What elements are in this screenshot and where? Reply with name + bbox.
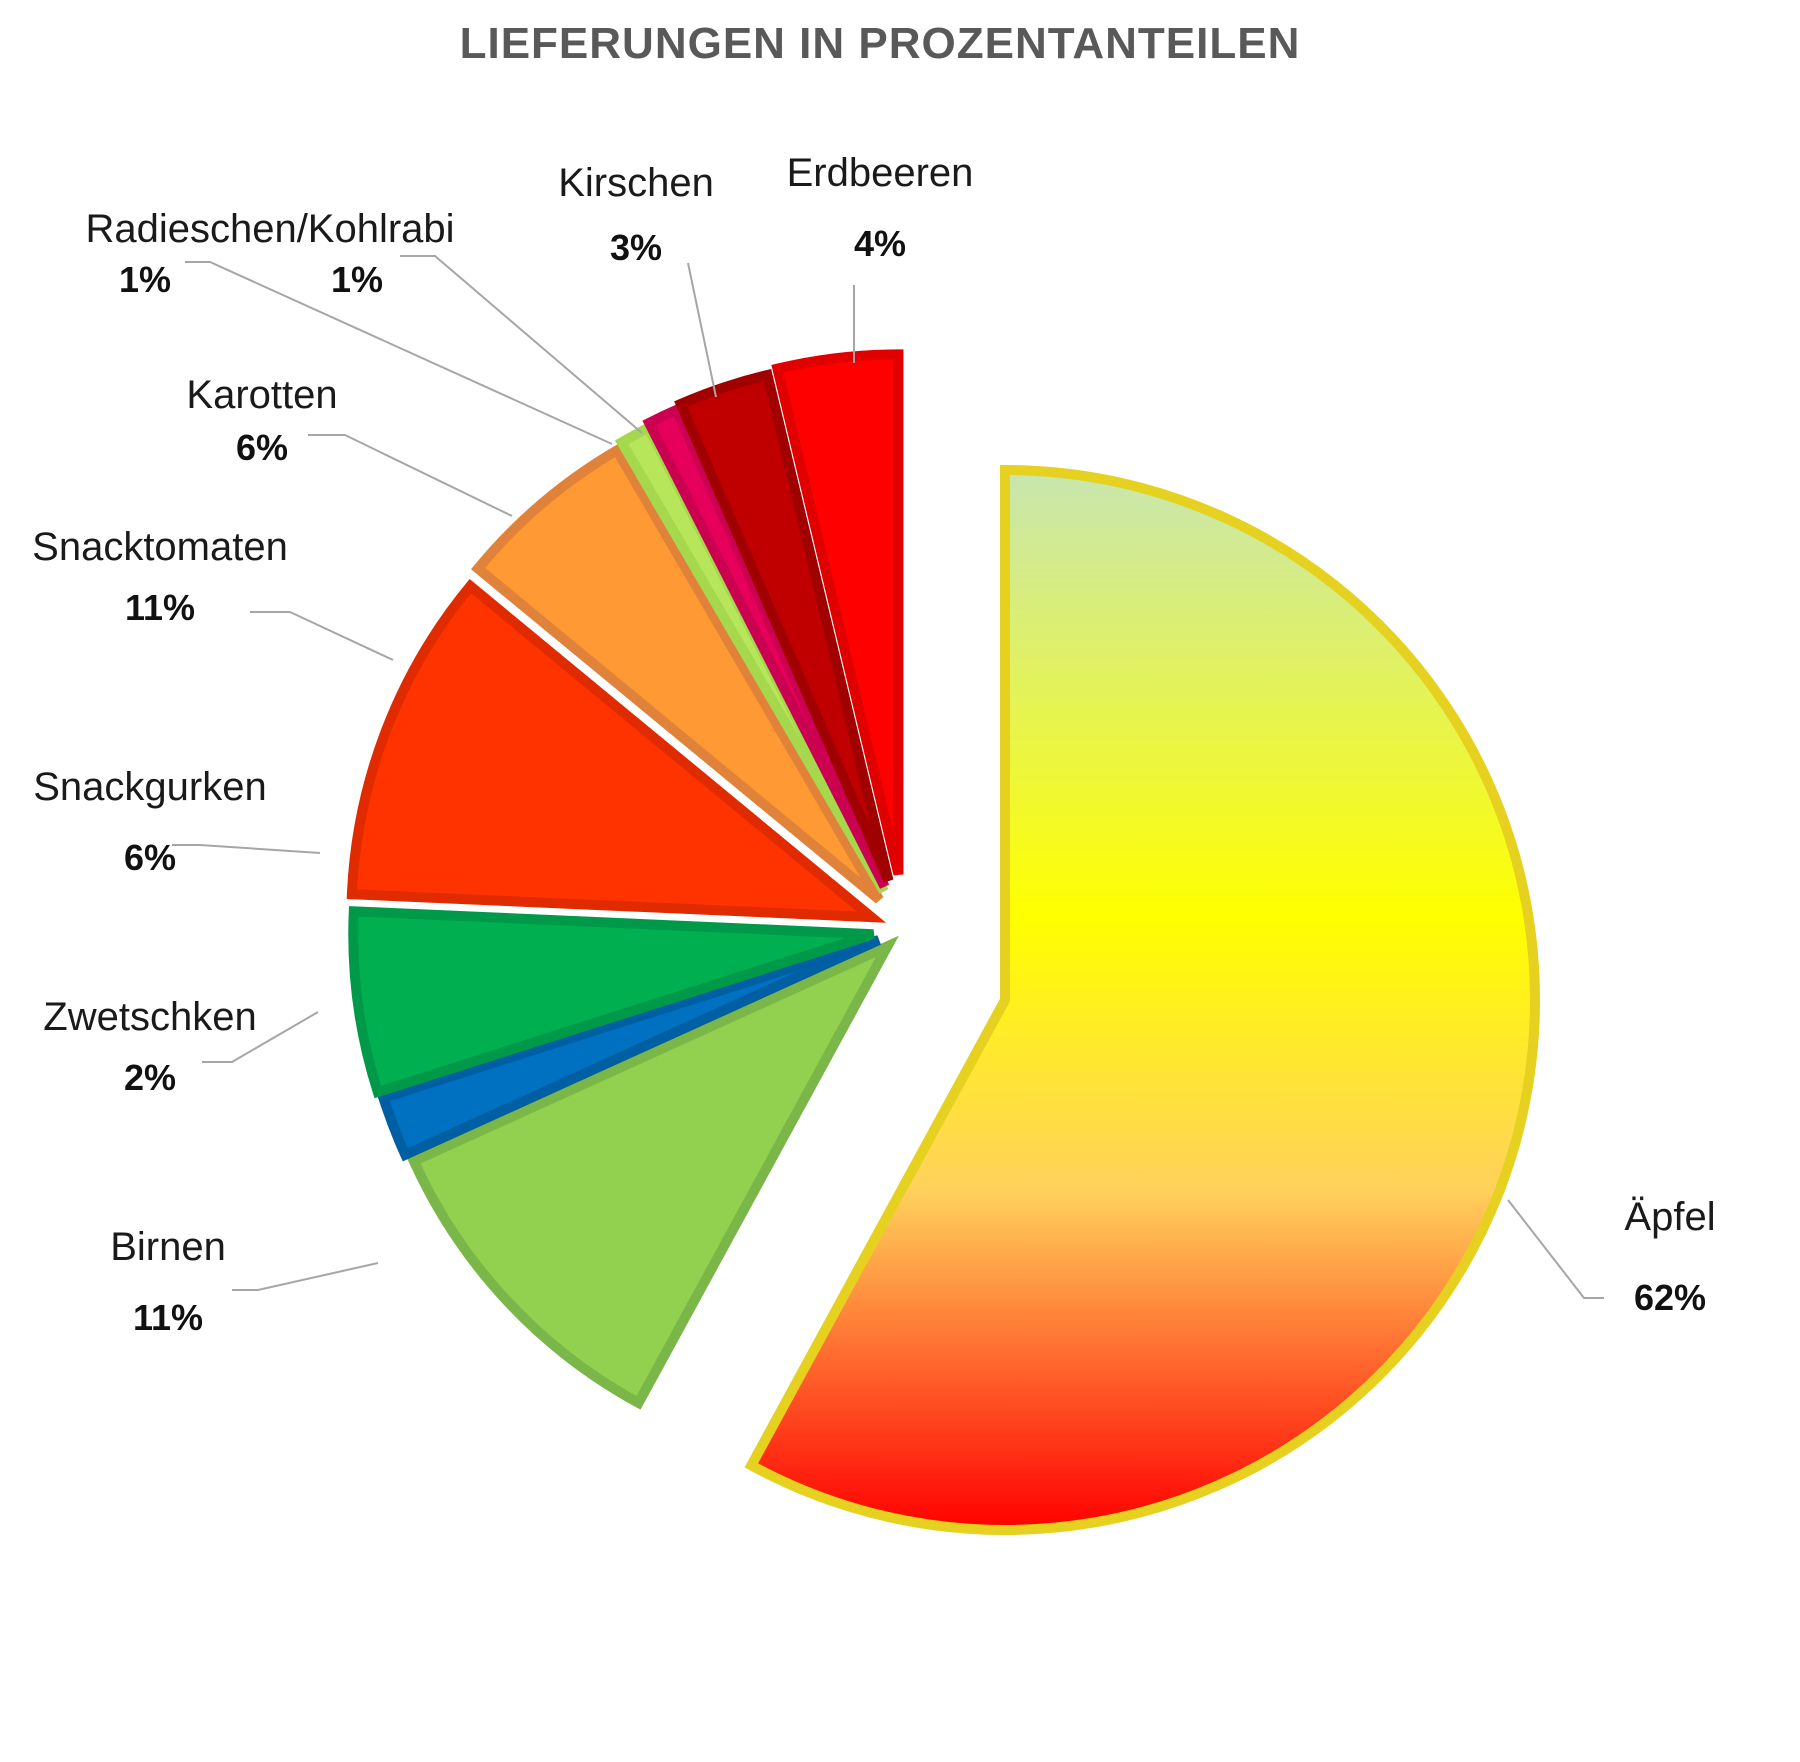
- slice-category-label: Zwetschken: [43, 995, 256, 1039]
- pie-slice-snacktomaten: [346, 579, 887, 923]
- slice-category-label: Snacktomaten: [32, 525, 288, 569]
- slice-value-label: 6%: [236, 427, 288, 468]
- slice-category-label: Erdbeeren: [787, 151, 974, 195]
- leader-line: [687, 262, 717, 398]
- pie-slice-karotten: [470, 443, 884, 904]
- slice-category-label: Kirschen: [558, 161, 714, 205]
- slice-value-label: 11%: [125, 587, 195, 628]
- slice-value-label: 6%: [124, 837, 176, 878]
- leader-line: [172, 844, 321, 854]
- slice-value-label: 1%: [119, 259, 171, 300]
- leader-line: [250, 611, 394, 661]
- slice-value-label: 4%: [854, 223, 906, 264]
- labels-layer: Äpfel 62% Birnen 11% Zwetschken 2% Snackgurken…: [32, 151, 1715, 1338]
- slice-category-label: Birnen: [110, 1225, 226, 1269]
- leader-line: [202, 1011, 319, 1063]
- slices-layer: [346, 349, 1540, 1535]
- slice-value-label: 11%: [133, 1297, 203, 1338]
- leader-line: [185, 261, 613, 445]
- leader-line: [232, 1262, 379, 1291]
- pie-slice-unlabeled-7: [642, 403, 890, 889]
- slice-category-label: Radieschen/Kohlrabi: [85, 207, 454, 251]
- pie-slice-snackgurken: [348, 906, 875, 1099]
- slice-category-label: Karotten: [186, 373, 337, 417]
- pie-slice-birnen: [407, 935, 899, 1410]
- pie-slice-kirschen: [674, 368, 894, 883]
- pie-slice-zwetschken: [377, 935, 881, 1162]
- slice-category-label: Äpfel: [1624, 1195, 1715, 1239]
- leader-line: [308, 434, 513, 517]
- slice-value-label: 2%: [124, 1057, 176, 1098]
- chart-title: LIEFERUNGEN IN PROZENTANTEILEN: [460, 19, 1301, 68]
- slice-category-label: Snackgurken: [33, 765, 266, 809]
- leader-lines-layer: [172, 255, 1604, 1299]
- leader-line: [1507, 1199, 1604, 1299]
- pie-slice-äpfel: [744, 464, 1540, 1535]
- pie-slice-erdbeeren: [771, 349, 904, 876]
- leader-line: [400, 255, 643, 434]
- slice-value-label: 1%: [331, 259, 383, 300]
- slice-value-label: 62%: [1634, 1277, 1706, 1318]
- slice-value-label: 3%: [610, 227, 662, 268]
